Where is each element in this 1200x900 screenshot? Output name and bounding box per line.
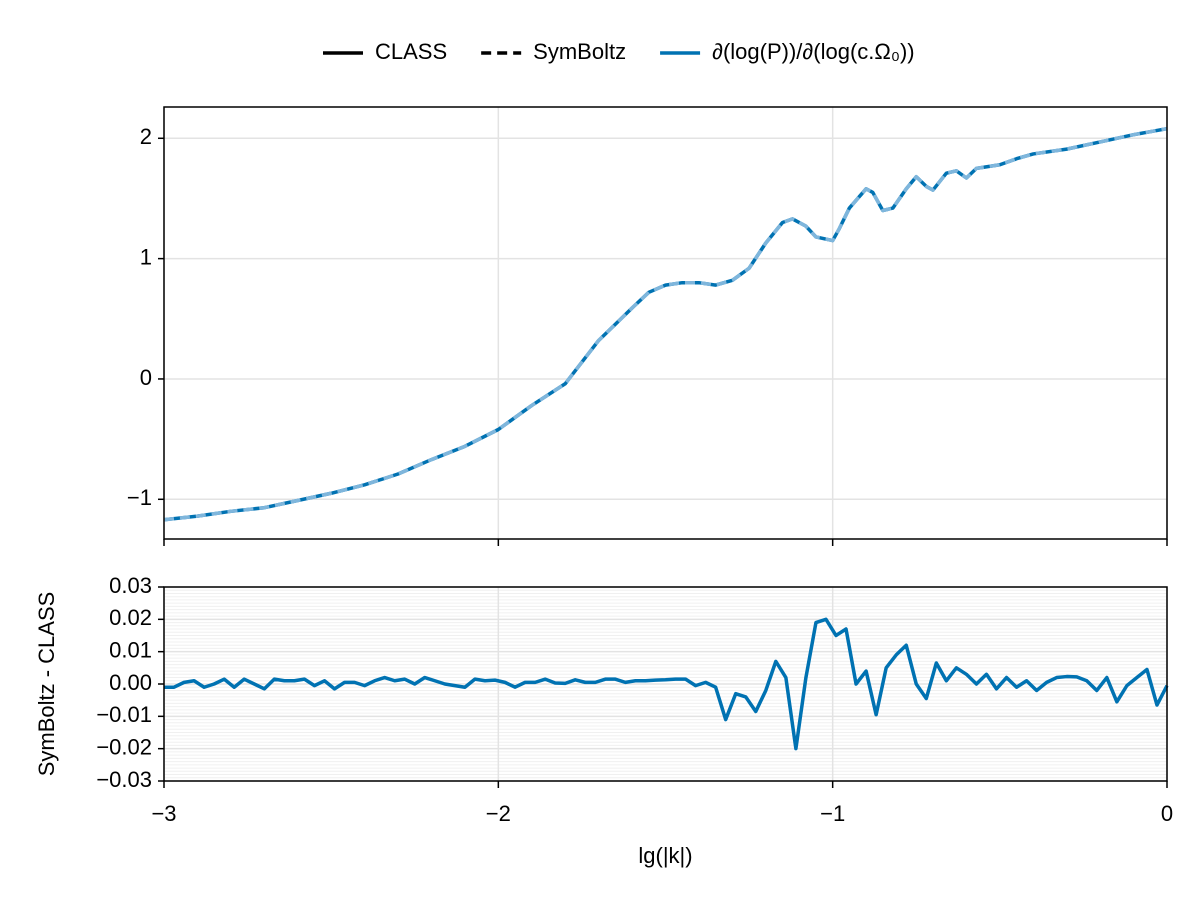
y-tick-label: −0.03	[96, 767, 152, 792]
y-tick-label: −1	[127, 485, 152, 510]
y-tick-label: 0.00	[109, 670, 152, 695]
x-tick-label: −2	[486, 801, 511, 826]
data-line	[163, 126, 1168, 522]
legend-label: ∂(log(P))/∂(log(c.Ω₀))	[712, 39, 915, 64]
legend-label: SymBoltz	[533, 39, 626, 64]
y-tick-label: 0.03	[109, 573, 152, 598]
x-tick-label: −3	[151, 801, 176, 826]
y-tick-label: −0.01	[96, 702, 152, 727]
y-tick-label: 0.01	[109, 637, 152, 662]
data-line	[163, 126, 1168, 522]
x-tick-label: −1	[820, 801, 845, 826]
legend-label: CLASS	[375, 39, 447, 64]
x-tick-label: 0	[1161, 801, 1173, 826]
y-tick-label: 0	[140, 365, 152, 390]
x-axis-label: lg(|k|)	[638, 843, 692, 868]
plot-frame	[163, 106, 1168, 540]
y-tick-label: 2	[140, 124, 152, 149]
data-line	[164, 617, 1169, 751]
y-tick-label: 0.02	[109, 605, 152, 630]
y-tick-label: 1	[140, 244, 152, 269]
y-tick-label: −0.02	[96, 734, 152, 759]
y-axis-label: SymBoltz - CLASS	[34, 592, 59, 777]
